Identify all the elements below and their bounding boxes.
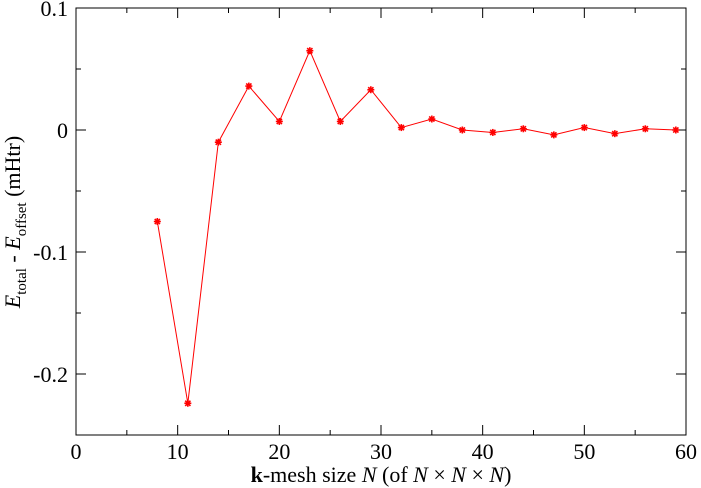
x-tick-label: 0 — [71, 439, 82, 464]
x-tick-label: 10 — [167, 439, 189, 464]
data-point — [458, 126, 466, 134]
data-point — [550, 131, 558, 139]
data-point — [275, 117, 283, 125]
x-tick-label: 40 — [472, 439, 494, 464]
axis-tick-labels: 0 10 20 30 40 50 60 0.1 0 -0.1 -0.2 — [33, 0, 697, 464]
x-axis-label: k-mesh size N (of N × N × N) — [251, 462, 512, 487]
y-tick-label: 0 — [57, 118, 68, 143]
x-tick-label: 30 — [370, 439, 392, 464]
series-layer — [153, 47, 680, 407]
y-axis-label: Etotal - Eoffset (mHtr) — [0, 136, 30, 309]
data-point — [336, 117, 344, 125]
x-tick-label: 20 — [268, 439, 290, 464]
data-point — [580, 124, 588, 132]
series-line — [156, 49, 676, 404]
data-point — [611, 130, 619, 138]
data-point — [397, 124, 405, 132]
data-point — [641, 125, 649, 133]
y-tick-label: -0.2 — [33, 362, 68, 387]
y-tick-label: 0.1 — [41, 0, 69, 21]
data-point — [214, 138, 222, 146]
y-tick-label: -0.1 — [33, 240, 68, 265]
data-point — [519, 125, 527, 133]
data-point — [245, 82, 253, 90]
x-tick-label: 60 — [675, 439, 697, 464]
data-point — [489, 128, 497, 136]
data-point — [428, 115, 436, 123]
x-tick-label: 50 — [573, 439, 595, 464]
data-point — [184, 399, 192, 407]
axis-ticks — [75, 7, 687, 436]
data-point — [306, 47, 314, 55]
data-point — [672, 126, 680, 134]
plot-frame — [75, 7, 687, 436]
data-point — [367, 86, 375, 94]
data-point — [153, 218, 161, 225]
